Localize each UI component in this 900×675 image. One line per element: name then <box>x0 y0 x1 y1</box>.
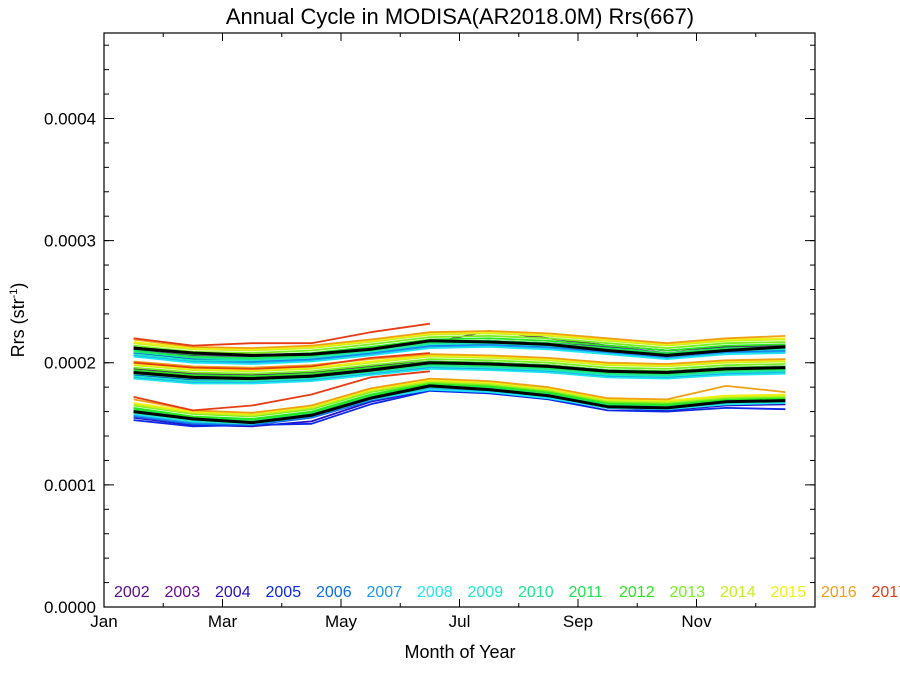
y-axis-label: Rrs (str-1) <box>8 283 28 358</box>
y-axis-label-close: ) <box>8 283 28 289</box>
series-line-2008-mean <box>133 368 786 385</box>
legend-item-2009: 2009 <box>468 584 504 601</box>
series-line-2012-lower <box>133 382 786 420</box>
y-tick-label: 0.0000 <box>44 598 96 617</box>
series-line-2016-mean <box>133 353 786 369</box>
series-line-2013-upper <box>133 335 786 354</box>
legend-item-2008: 2008 <box>417 584 453 601</box>
x-tick-label: May <box>325 612 358 631</box>
series-line-2016-upper <box>133 330 786 349</box>
legend: 2002 2003 2004 2005 2006 2007 2008 2009 2010 2011… <box>114 584 900 601</box>
chart-title: Annual Cycle in MODISA(AR2018.0M) Rrs(66… <box>226 4 694 29</box>
x-axis-ticks: Jan Mar May Jul Sep Nov <box>90 33 757 631</box>
y-tick-label: 0.0003 <box>44 232 96 251</box>
x-axis-label: Month of Year <box>404 642 515 662</box>
series-line-2013-lower <box>133 381 786 418</box>
y-axis-ticks: 0.0000 0.0001 0.0002 0.0003 0.0004 <box>44 44 815 617</box>
legend-item-2013: 2013 <box>670 584 706 601</box>
series-line-2015-lower <box>133 378 786 415</box>
series-line-mean-lower <box>133 384 786 425</box>
y-tick-label: 0.0001 <box>44 476 96 495</box>
legend-item-2006: 2006 <box>316 584 352 601</box>
legend-item-2017: 2017 <box>872 584 900 601</box>
series-line-2016-lower <box>133 377 786 414</box>
x-tick-label: Nov <box>681 612 712 631</box>
series-line-2015-upper <box>133 331 786 351</box>
legend-item-2007: 2007 <box>367 584 403 601</box>
x-tick-label: Jul <box>449 612 471 631</box>
series-line-2011-lower <box>133 383 786 421</box>
legend-item-2011: 2011 <box>569 584 604 601</box>
series-line-2014-lower <box>133 380 786 417</box>
series-line-2017-lower <box>133 370 430 412</box>
y-tick-label: 0.0002 <box>44 354 96 373</box>
x-tick-label: Sep <box>563 612 593 631</box>
legend-item-2016: 2016 <box>821 584 857 601</box>
series-line-2017-mean <box>133 352 430 370</box>
series-line-2014-mean <box>133 355 786 373</box>
y-axis-label-superscript: -1 <box>8 289 20 299</box>
legend-item-2003: 2003 <box>165 584 201 601</box>
legend-item-2002: 2002 <box>114 584 150 601</box>
y-tick-label: 0.0004 <box>44 109 96 128</box>
legend-item-2005: 2005 <box>266 584 302 601</box>
series-line-2008-upper <box>133 346 786 365</box>
series-line-mean-mean <box>133 361 786 381</box>
series-line-mean-upper <box>133 339 786 357</box>
plot-lines <box>133 322 786 428</box>
series-line-2007-upper <box>133 344 786 364</box>
legend-item-2010: 2010 <box>518 584 554 601</box>
series-line-2014-upper <box>133 332 786 352</box>
series-line-2015-mean <box>133 354 786 371</box>
series-line-2013-mean <box>133 358 786 375</box>
series-line-2017-upper <box>133 322 431 347</box>
x-tick-label: Jan <box>90 612 117 631</box>
legend-item-2004: 2004 <box>215 584 251 601</box>
legend-item-2015: 2015 <box>771 584 807 601</box>
series-line-2009-mean <box>133 365 786 382</box>
legend-item-2012: 2012 <box>619 584 655 601</box>
legend-item-2014: 2014 <box>720 584 756 601</box>
series-line-2007-mean <box>133 366 786 384</box>
x-tick-label: Mar <box>208 612 238 631</box>
y-axis-label-main: Rrs (str <box>8 298 28 357</box>
